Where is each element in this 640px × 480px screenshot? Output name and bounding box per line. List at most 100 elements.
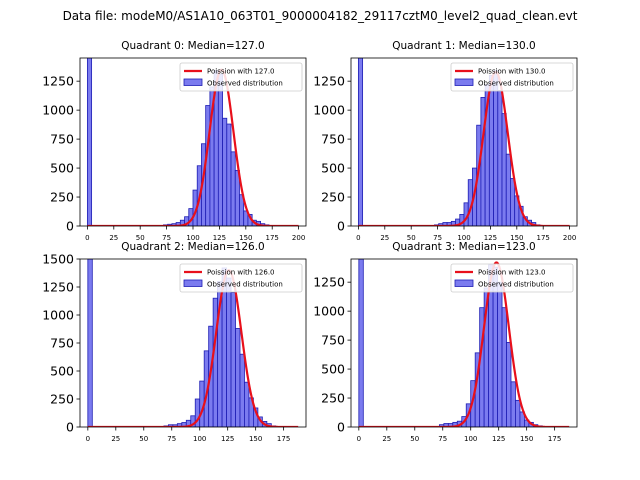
histogram-bar [358,259,364,427]
y-tick-label: 750 [50,336,74,351]
histogram-bar [501,307,507,427]
legend-fit-label: Poission with 126.0 [207,269,275,277]
legend-box [179,263,303,293]
histogram-bar [497,90,503,226]
chart-panel-1: 0 25 50 75 100 125 150 175 200 0 250 500 750 1000 1250… [313,40,578,242]
x-tick-label: 75 [162,234,171,242]
histogram-bar [235,328,241,427]
y-tick-label: 750 [321,132,345,147]
x-tick-label: 0 [85,234,89,242]
histogram-bar [239,353,245,427]
y-tick-label: 500 [321,161,345,176]
x-tick-label: 125 [213,234,226,242]
legend: Poission with 126.0 Observed distribution [179,263,303,293]
y-tick-label: 1250 [313,74,345,89]
histogram-bar [205,105,211,226]
y-tick-label: 0 [66,219,74,234]
histogram-bar [86,58,93,226]
histogram-bar [480,96,486,226]
x-tick-label: 25 [382,435,391,443]
legend-fit-label: Poission with 130.0 [478,68,546,76]
histogram-bar [244,381,250,427]
y-tick-label: 1250 [42,280,74,295]
y-tick-label: 750 [321,333,345,348]
plot-area [358,259,570,427]
plot-area [87,259,299,427]
y-tick-label: 1000 [313,304,345,319]
chart-title: Quadrant 1: Median=130.0 [392,40,535,52]
x-tick-label: 125 [484,234,497,242]
legend-hist-label: Observed distribution [478,80,554,88]
legend-fit-label: Poission with 123.0 [478,269,546,277]
y-tick-label: 1000 [313,103,345,118]
legend: Poission with 123.0 Observed distribution [450,263,574,293]
y-tick-label: 1000 [42,103,74,118]
histogram-bar [226,277,232,427]
x-tick-label: 175 [537,234,550,242]
y-tick-label: 750 [50,132,74,147]
chart-title: Quadrant 0: Median=127.0 [121,40,264,52]
chart-panel-2: 0 25 50 75 100 125 150 175 0 250 500 750 1000 1250 150… [42,241,307,443]
x-tick-label: 150 [520,435,533,443]
x-tick-label: 25 [109,234,118,242]
x-tick-label: 75 [167,435,176,443]
histogram-bar [510,178,516,226]
legend-hist-label: Observed distribution [207,281,283,289]
x-tick-label: 125 [492,435,505,443]
histogram-bar [488,74,494,226]
legend-box [450,62,574,92]
histogram-bar [230,151,236,226]
chart-title: Quadrant 2: Median=126.0 [121,241,264,253]
x-tick-label: 25 [380,234,389,242]
x-tick-label: 0 [356,234,360,242]
legend: Poission with 130.0 Observed distribution [450,62,574,92]
x-tick-label: 50 [136,234,145,242]
x-tick-label: 75 [433,234,442,242]
histogram-bar [510,381,516,427]
histogram-bar [87,259,93,427]
plot-area [357,58,570,226]
histogram-bar [515,399,521,427]
x-tick-label: 150 [510,234,523,242]
histogram-bar [357,58,364,226]
legend: Poission with 127.0 Observed distribution [179,62,303,92]
poisson-fit-line [358,70,570,226]
histogram-bar [230,292,236,427]
legend-bar-swatch [454,279,474,287]
histogram-bar [505,153,511,226]
x-tick-label: 50 [139,435,148,443]
y-tick-label: 1250 [313,275,345,290]
x-tick-label: 100 [193,435,206,443]
y-tick-label: 250 [321,391,345,406]
legend-bar-swatch [454,78,474,86]
y-tick-label: 500 [50,364,74,379]
x-tick-label: 50 [407,234,416,242]
histogram-bar [501,113,507,226]
x-tick-label: 175 [277,435,290,443]
histogram-bar [497,281,503,427]
x-tick-label: 200 [563,234,576,242]
y-tick-label: 500 [50,161,74,176]
y-tick-label: 0 [337,219,345,234]
legend-box [179,62,303,92]
histogram-bar [506,342,512,427]
legend-hist-label: Observed distribution [478,281,554,289]
legend-fit-label: Poission with 127.0 [207,68,275,76]
chart-panel-0: 0 25 50 75 100 125 150 175 200 0 250 500 750 1000 1250… [42,40,307,242]
poisson-fit-line [358,261,570,427]
y-tick-label: 250 [50,190,74,205]
x-tick-label: 100 [457,234,470,242]
x-tick-label: 150 [249,435,262,443]
x-tick-label: 0 [86,435,90,443]
legend-bar-swatch [183,78,203,86]
x-tick-label: 0 [357,435,361,443]
y-tick-label: 1500 [42,252,74,267]
y-tick-label: 250 [50,392,74,407]
legend-hist-label: Observed distribution [207,80,283,88]
y-tick-label: 1250 [42,74,74,89]
x-tick-label: 125 [221,435,234,443]
x-tick-label: 150 [239,234,252,242]
x-tick-label: 100 [464,435,477,443]
x-tick-label: 175 [548,435,561,443]
